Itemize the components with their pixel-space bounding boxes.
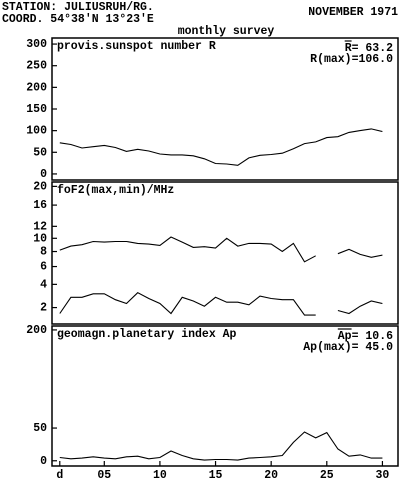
y-tick-label: 16	[33, 199, 47, 212]
y-tick-label: 100	[26, 125, 47, 138]
y-tick-label: 200	[26, 324, 47, 337]
series-line	[59, 431, 383, 461]
subtitle: monthly survey	[178, 25, 275, 38]
x-tick-label: 05	[97, 469, 111, 480]
panel-title: geomagn.planetary index Ap	[57, 328, 237, 341]
plot-frame	[51, 325, 399, 467]
max-label: R(max)=106.0	[310, 53, 393, 66]
series-line	[337, 248, 383, 258]
x-tick-label: 10	[153, 469, 167, 480]
y-tick-label: 50	[33, 146, 47, 159]
coord: COORD. 54°38'N 13°23'E	[2, 13, 154, 26]
mean-label: R= 63.2	[345, 42, 393, 55]
mean-label: Ap= 10.6	[338, 330, 393, 343]
series-line	[59, 128, 383, 166]
x-tick-label: 15	[209, 469, 223, 480]
max-label: Ap(max)= 45.0	[303, 341, 393, 354]
y-tick-label: 2	[40, 302, 47, 315]
y-tick-label: 0	[40, 168, 47, 181]
series-line	[337, 300, 383, 315]
y-tick-label: 250	[26, 60, 47, 73]
x-tick-label: 20	[264, 469, 278, 480]
y-tick-label: 8	[40, 246, 47, 259]
y-tick-label: 4	[40, 278, 47, 291]
x-tick-label: 30	[376, 469, 390, 480]
y-tick-label: 50	[33, 422, 47, 435]
y-tick-label: 0	[40, 455, 47, 468]
y-tick-label: 6	[40, 261, 47, 274]
plot-frame	[51, 181, 399, 325]
panel-title: provis.sunspot number R	[57, 40, 216, 53]
x-tick-label: 25	[320, 469, 334, 480]
y-tick-label: 20	[33, 180, 47, 193]
y-tick-label: 10	[33, 232, 47, 245]
y-tick-label: 300	[26, 38, 47, 51]
panel-title: foF2(max,min)/MHz	[57, 184, 174, 197]
date: NOVEMBER 1971	[308, 6, 398, 19]
y-tick-label: 12	[33, 220, 47, 233]
series-line	[59, 292, 316, 316]
station: STATION: JULIUSRUH/RG.	[2, 1, 154, 14]
x-tick-label: d	[56, 469, 63, 480]
y-tick-label: 200	[26, 81, 47, 94]
y-tick-label: 150	[26, 103, 47, 116]
series-line	[59, 236, 316, 263]
